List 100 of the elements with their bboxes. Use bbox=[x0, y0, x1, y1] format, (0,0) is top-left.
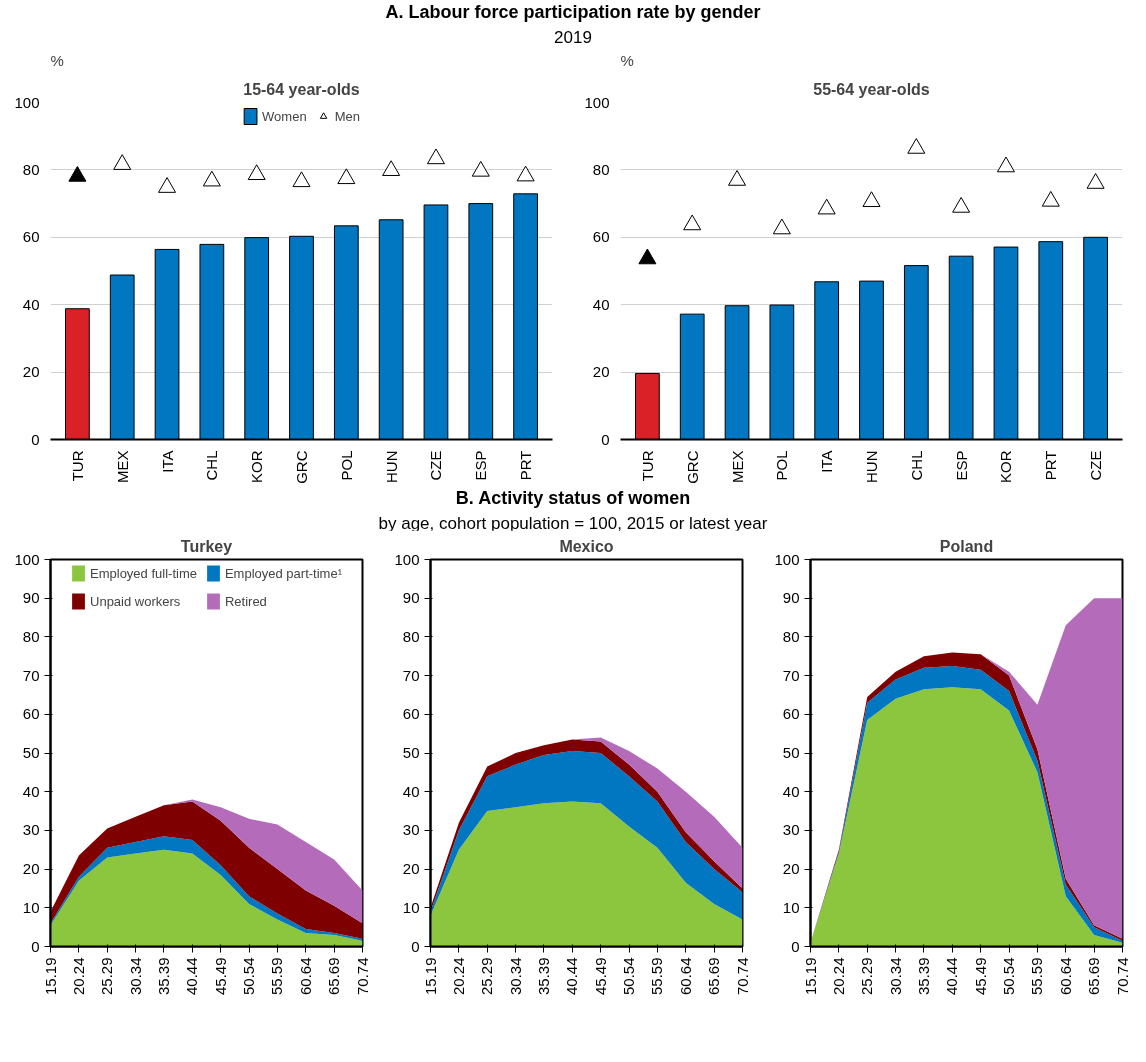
legend-label: Employed full-time bbox=[90, 565, 197, 581]
legend-label: Men bbox=[334, 108, 360, 124]
x-tick-label: 60.64 bbox=[1056, 957, 1074, 996]
y-axis-title: % bbox=[620, 51, 634, 69]
y-tick-label: 60 bbox=[592, 228, 610, 246]
y-tick-label: 90 bbox=[22, 589, 40, 607]
x-tick-label: 60.64 bbox=[296, 957, 314, 996]
text: 15-64 year-olds bbox=[243, 80, 360, 98]
x-tick-label: 70.74 bbox=[733, 957, 751, 996]
x-tick-label: ITA bbox=[818, 450, 836, 473]
y-tick-label: 80 bbox=[592, 160, 610, 178]
y-tick-label: 70 bbox=[22, 666, 40, 684]
x-tick-label: POL bbox=[337, 450, 355, 481]
legend-label: Unpaid workers bbox=[90, 593, 181, 609]
y-tick-label: 10 bbox=[402, 898, 420, 916]
y-tick-label: 80 bbox=[22, 627, 40, 645]
x-tick-label: 20.24 bbox=[829, 957, 847, 996]
point bbox=[382, 160, 401, 176]
x-tick-label: 30.34 bbox=[126, 957, 144, 996]
x-tick-label: 45.49 bbox=[591, 957, 609, 996]
x-tick-label: 65.69 bbox=[705, 957, 723, 996]
y-tick-label: 60 bbox=[402, 705, 420, 723]
y-tick-label: 40 bbox=[782, 782, 800, 800]
point bbox=[907, 138, 926, 154]
x-tick-label: 25.29 bbox=[478, 957, 496, 996]
x-tick-label: KOR bbox=[997, 450, 1015, 483]
point bbox=[1086, 173, 1105, 189]
text: Mexico bbox=[559, 537, 614, 555]
y-tick-label: 0 bbox=[601, 430, 610, 448]
y-tick-label: 40 bbox=[22, 782, 40, 800]
x-tick-label: 55.59 bbox=[648, 957, 666, 996]
y-tick-label: 0 bbox=[411, 937, 420, 955]
point bbox=[158, 177, 177, 193]
point bbox=[471, 160, 490, 177]
chart-title: A. Labour force participation rate by gender bbox=[384, 1, 762, 24]
x-tick-label: 45.49 bbox=[211, 957, 229, 996]
y-axis-title: % bbox=[50, 51, 64, 69]
text: Turkey bbox=[180, 537, 233, 555]
x-tick-label: KOR bbox=[248, 450, 266, 483]
y-tick-label: 30 bbox=[782, 821, 800, 839]
x-tick-label: MEX bbox=[113, 450, 131, 483]
point bbox=[1041, 190, 1060, 207]
x-tick-label: 50.54 bbox=[1000, 957, 1018, 996]
y-tick-label: 40 bbox=[22, 295, 40, 313]
y-tick-label: 100 bbox=[14, 550, 40, 568]
y-tick-label: 100 bbox=[774, 550, 800, 568]
x-tick-label: CZE bbox=[427, 450, 445, 481]
x-tick-label: 65.69 bbox=[1085, 957, 1103, 996]
x-tick-label: 15.19 bbox=[801, 957, 819, 996]
x-tick-label: 35.39 bbox=[914, 957, 932, 996]
y-tick-label: 20 bbox=[22, 860, 40, 878]
x-tick-label: 25.29 bbox=[98, 957, 116, 996]
chart-subtitle: by age, cohort population = 100, 2015 or latest year bbox=[377, 512, 769, 535]
text: 55-64 year-olds bbox=[813, 80, 930, 98]
y-tick-label: 60 bbox=[22, 228, 40, 246]
x-tick-label: CZE bbox=[1087, 450, 1105, 481]
point bbox=[516, 165, 535, 182]
x-tick-label: 50.54 bbox=[240, 957, 258, 996]
x-tick-label: ESP bbox=[472, 450, 490, 481]
point bbox=[113, 154, 132, 170]
y-tick-label: 50 bbox=[782, 744, 800, 761]
point bbox=[996, 156, 1015, 173]
x-tick-label: POL bbox=[773, 450, 791, 481]
x-tick-label: 65.69 bbox=[325, 957, 343, 996]
point bbox=[862, 191, 881, 207]
y-tick-label: 40 bbox=[592, 295, 610, 313]
x-tick-label: ESP bbox=[952, 450, 970, 481]
y-tick-label: 90 bbox=[402, 589, 420, 607]
point bbox=[728, 170, 747, 186]
legend-label: Women bbox=[262, 108, 307, 124]
point bbox=[426, 148, 445, 165]
y-tick-label: 70 bbox=[782, 666, 800, 684]
y-tick-label: 90 bbox=[782, 589, 800, 607]
point bbox=[817, 198, 836, 215]
y-tick-label: 40 bbox=[402, 782, 420, 800]
x-tick-label: HUN bbox=[382, 450, 400, 483]
x-tick-label: 60.64 bbox=[676, 957, 694, 996]
y-tick-label: 20 bbox=[402, 860, 420, 878]
x-tick-label: 70.74 bbox=[353, 957, 371, 996]
y-tick-label: 10 bbox=[782, 898, 800, 916]
legend-label: Employed part-time¹ bbox=[224, 565, 342, 581]
x-tick-label: GRC bbox=[683, 450, 701, 484]
x-tick-label: 20.24 bbox=[69, 957, 87, 996]
y-tick-label: 50 bbox=[22, 744, 40, 761]
point bbox=[202, 170, 221, 187]
point bbox=[337, 168, 356, 185]
legend-label: Retired bbox=[224, 593, 267, 609]
point bbox=[247, 164, 266, 181]
y-tick-label: 10 bbox=[22, 898, 40, 916]
text: Poland bbox=[939, 537, 994, 555]
y-tick-label: 80 bbox=[402, 627, 420, 645]
chart-title: B. Activity status of women bbox=[454, 487, 692, 510]
x-tick-label: 20.24 bbox=[449, 957, 467, 996]
x-tick-label: 40.44 bbox=[183, 957, 201, 996]
y-tick-label: 20 bbox=[592, 363, 610, 381]
x-tick-label: 70.74 bbox=[1113, 957, 1131, 996]
y-tick-label: 50 bbox=[402, 744, 420, 761]
x-tick-label: CHL bbox=[203, 450, 221, 481]
y-tick-label: 20 bbox=[22, 363, 40, 381]
x-tick-label: 30.34 bbox=[886, 957, 904, 996]
